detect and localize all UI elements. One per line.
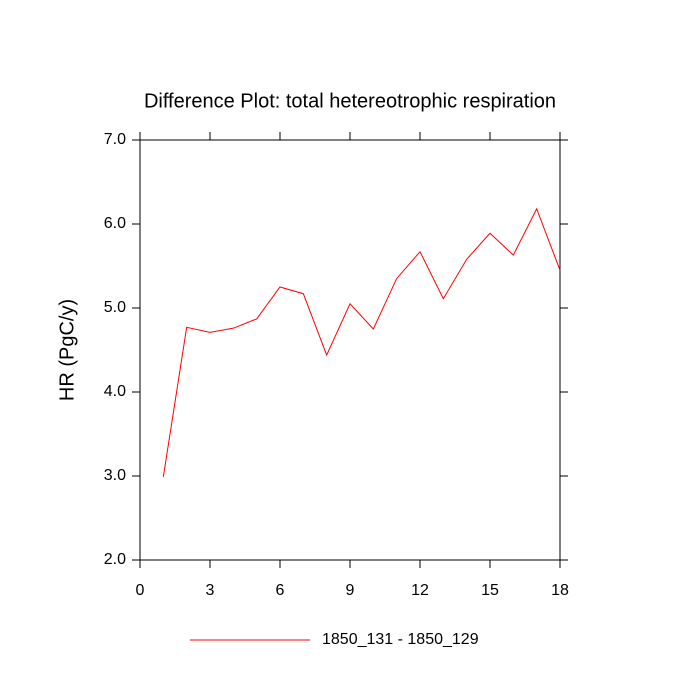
y-tick-label: 7.0 [104, 131, 126, 148]
y-tick-label: 3.0 [104, 467, 126, 484]
x-tick-label: 15 [481, 582, 499, 599]
data-line [162, 207, 561, 477]
y-tick-label: 6.0 [104, 215, 126, 232]
plot-frame [139, 139, 561, 561]
x-tick-label: 9 [346, 582, 355, 599]
legend-label: 1850_131 - 1850_129 [322, 631, 479, 648]
chart-title: Difference Plot: total hetereotrophic re… [144, 90, 556, 112]
x-tick-label: 3 [206, 582, 215, 599]
y-axis-label: HR (PgC/y) [56, 299, 78, 401]
x-tick-label: 18 [551, 582, 569, 599]
x-tick-label: 12 [411, 582, 429, 599]
y-tick-label: 4.0 [104, 383, 126, 400]
y-tick-label: 5.0 [104, 299, 126, 316]
x-tick-label: 0 [136, 582, 145, 599]
x-tick-label: 6 [276, 582, 285, 599]
y-tick-label: 2.0 [104, 551, 126, 568]
